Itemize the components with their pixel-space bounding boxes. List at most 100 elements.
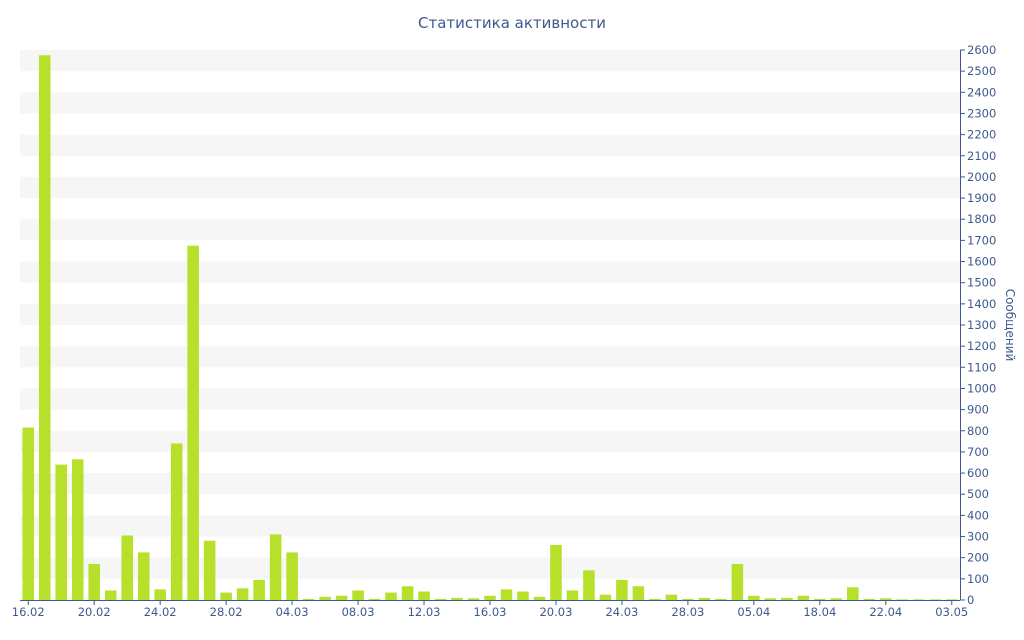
bar[interactable] bbox=[418, 591, 430, 600]
y-axis-label: Сообщений bbox=[1003, 289, 1017, 362]
y-tick-label: 900 bbox=[967, 403, 989, 417]
bar[interactable] bbox=[847, 587, 859, 600]
y-tick-label: 1200 bbox=[967, 339, 996, 353]
y-tick-label: 2400 bbox=[967, 85, 996, 99]
x-tick-label: 08.03 bbox=[342, 605, 375, 619]
bar[interactable] bbox=[154, 589, 166, 600]
bar[interactable] bbox=[203, 540, 216, 600]
bar[interactable] bbox=[55, 464, 67, 600]
y-tick-label: 800 bbox=[967, 424, 989, 438]
bar[interactable] bbox=[121, 535, 133, 600]
bar[interactable] bbox=[385, 592, 397, 600]
y-tick-label: 600 bbox=[967, 466, 989, 480]
grid-band bbox=[20, 515, 960, 537]
bar[interactable] bbox=[929, 599, 942, 600]
x-tick-label: 16.02 bbox=[12, 605, 45, 619]
bar[interactable] bbox=[22, 427, 35, 600]
bar[interactable] bbox=[335, 595, 348, 600]
x-tick-label: 20.03 bbox=[539, 605, 572, 619]
bar[interactable] bbox=[434, 598, 447, 600]
chart-title: Статистика активности bbox=[418, 14, 606, 32]
bar[interactable] bbox=[352, 590, 364, 600]
bar[interactable] bbox=[467, 598, 480, 600]
bar[interactable] bbox=[682, 598, 694, 600]
bar[interactable] bbox=[616, 579, 628, 600]
bar[interactable] bbox=[220, 592, 232, 600]
bar[interactable] bbox=[71, 459, 84, 600]
grid-band bbox=[20, 50, 960, 72]
bar[interactable] bbox=[715, 598, 727, 600]
grid-band bbox=[20, 473, 960, 495]
bar[interactable] bbox=[913, 599, 925, 600]
bar[interactable] bbox=[286, 552, 298, 600]
y-tick-label: 1400 bbox=[967, 297, 996, 311]
bar[interactable] bbox=[698, 597, 711, 600]
x-tick-label: 28.03 bbox=[671, 605, 704, 619]
bar[interactable] bbox=[665, 594, 678, 600]
bar[interactable] bbox=[253, 579, 265, 600]
bar[interactable] bbox=[880, 598, 892, 600]
grid-band bbox=[20, 303, 960, 325]
bar[interactable] bbox=[566, 590, 579, 600]
bar[interactable] bbox=[863, 598, 876, 600]
bar[interactable] bbox=[533, 596, 546, 600]
y-tick-label: 2300 bbox=[967, 106, 996, 120]
bar[interactable] bbox=[797, 595, 810, 600]
bar[interactable] bbox=[500, 589, 513, 600]
x-tick-label: 05.04 bbox=[737, 605, 770, 619]
bar[interactable] bbox=[319, 596, 331, 600]
bar[interactable] bbox=[517, 591, 529, 600]
bar[interactable] bbox=[137, 552, 150, 600]
grid-band bbox=[20, 430, 960, 452]
x-tick-label: 22.04 bbox=[869, 605, 902, 619]
y-tick-label: 1500 bbox=[967, 276, 996, 290]
y-tick-label: 500 bbox=[967, 487, 989, 501]
y-tick-label: 2100 bbox=[967, 149, 996, 163]
bar[interactable] bbox=[896, 599, 909, 600]
bar[interactable] bbox=[38, 55, 51, 601]
bar[interactable] bbox=[269, 534, 282, 600]
y-tick-label: 400 bbox=[967, 508, 989, 522]
bar[interactable] bbox=[632, 586, 645, 600]
bar[interactable] bbox=[649, 598, 661, 600]
grid-band bbox=[20, 261, 960, 283]
y-tick-label: 2000 bbox=[967, 170, 996, 184]
bar[interactable] bbox=[236, 588, 249, 600]
y-tick-label: 700 bbox=[967, 445, 989, 459]
y-tick-label: 0 bbox=[967, 593, 974, 607]
y-tick-label: 1100 bbox=[967, 360, 996, 374]
grid-band bbox=[20, 388, 960, 410]
bar[interactable] bbox=[583, 570, 595, 600]
bar[interactable] bbox=[302, 598, 315, 600]
y-tick-label: 1700 bbox=[967, 233, 996, 247]
bar[interactable] bbox=[748, 595, 760, 600]
x-tick-label: 16.03 bbox=[474, 605, 507, 619]
bar[interactable] bbox=[731, 564, 744, 600]
bar[interactable] bbox=[170, 443, 183, 600]
x-tick-label: 03.05 bbox=[935, 605, 968, 619]
bar[interactable] bbox=[484, 595, 496, 600]
bar[interactable] bbox=[187, 245, 199, 600]
y-tick-label: 200 bbox=[967, 551, 989, 565]
grid-band bbox=[20, 134, 960, 156]
bar[interactable] bbox=[764, 598, 777, 600]
bar[interactable] bbox=[104, 590, 117, 600]
bar[interactable] bbox=[781, 597, 793, 600]
y-tick-label: 2200 bbox=[967, 128, 996, 142]
bar[interactable] bbox=[401, 586, 414, 600]
bar[interactable] bbox=[599, 594, 612, 600]
bar[interactable] bbox=[550, 545, 562, 600]
bar[interactable] bbox=[945, 599, 958, 600]
y-tick-label: 300 bbox=[967, 530, 989, 544]
bar[interactable] bbox=[830, 598, 843, 600]
bar[interactable] bbox=[451, 597, 463, 600]
y-tick-label: 1000 bbox=[967, 381, 996, 395]
y-tick-label: 100 bbox=[967, 572, 989, 586]
y-tick-label: 1900 bbox=[967, 191, 996, 205]
bar[interactable] bbox=[814, 598, 826, 600]
bar[interactable] bbox=[88, 564, 100, 600]
bar[interactable] bbox=[368, 598, 381, 600]
x-tick-label: 24.03 bbox=[605, 605, 638, 619]
grid-bands bbox=[20, 50, 960, 579]
bars bbox=[22, 55, 958, 601]
